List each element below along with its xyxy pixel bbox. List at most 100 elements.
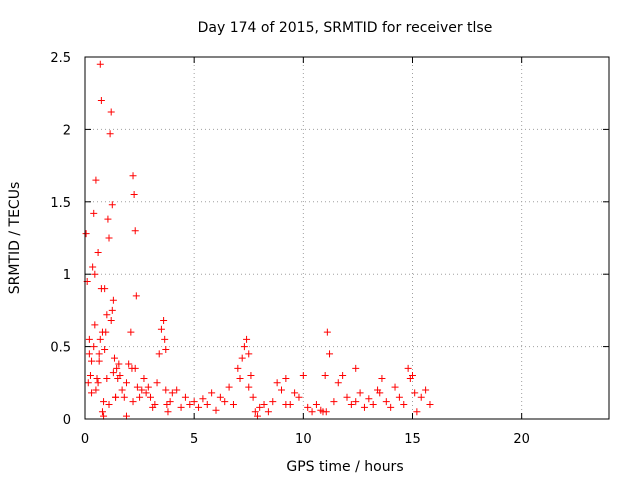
data-point-marker	[190, 398, 198, 406]
data-point-marker	[334, 379, 342, 387]
y-tick-label: 1.5	[50, 196, 71, 211]
chart-title: Day 174 of 2015, SRMTID for receiver tls…	[198, 20, 493, 36]
data-point-marker	[94, 248, 102, 256]
data-point-marker	[312, 401, 320, 409]
data-point-marker	[130, 191, 138, 199]
data-point-marker	[96, 335, 104, 343]
data-point-marker	[98, 328, 106, 336]
y-tick-label: 2.5	[50, 51, 71, 66]
y-axis-title: SRMTID / TECUs	[7, 182, 23, 295]
data-point-marker	[229, 401, 237, 409]
data-point-marker	[105, 401, 113, 409]
data-point-marker	[264, 408, 272, 416]
data-point-marker	[110, 354, 118, 362]
data-point-marker	[253, 412, 261, 420]
data-point-marker	[157, 325, 165, 333]
data-point-marker	[199, 395, 207, 403]
data-point-marker	[251, 408, 259, 416]
data-point-marker	[186, 401, 194, 409]
data-point-marker	[295, 393, 303, 401]
data-point-marker	[282, 374, 290, 382]
data-point-marker	[330, 398, 338, 406]
data-point-marker	[376, 389, 384, 397]
data-point-marker	[387, 403, 395, 411]
data-point-marker	[256, 403, 264, 411]
data-point-marker	[378, 374, 386, 382]
data-point-marker	[240, 343, 248, 351]
data-point-marker	[234, 364, 242, 372]
data-point-marker	[120, 393, 128, 401]
data-point-marker	[269, 398, 277, 406]
data-point-marker	[225, 383, 233, 391]
data-point-marker	[326, 350, 334, 358]
data-point-marker	[115, 360, 123, 368]
data-point-marker	[308, 408, 316, 416]
data-point-marker	[236, 374, 244, 382]
data-point-marker	[369, 401, 377, 409]
x-tick-label: 20	[513, 432, 530, 447]
data-point-marker	[245, 350, 253, 358]
data-point-marker	[122, 379, 130, 387]
y-tick-label: 1	[63, 268, 71, 283]
data-point-marker	[216, 393, 224, 401]
data-point-marker	[109, 369, 117, 377]
data-point-marker	[82, 230, 90, 238]
plot-frame	[84, 56, 610, 420]
data-point-marker	[417, 393, 425, 401]
data-point-marker	[144, 383, 152, 391]
y-tick-label: 0.5	[50, 341, 71, 356]
data-point-marker	[92, 386, 100, 394]
data-point-marker	[162, 386, 170, 394]
data-point-marker	[131, 227, 139, 235]
data-point-marker	[360, 403, 368, 411]
data-point-marker	[101, 345, 109, 353]
data-point-marker	[339, 372, 347, 380]
data-point-marker	[125, 360, 133, 368]
data-point-marker	[138, 386, 146, 394]
data-point-marker	[352, 364, 360, 372]
data-point-marker	[88, 389, 96, 397]
data-point-marker	[128, 364, 136, 372]
data-point-marker	[168, 389, 176, 397]
data-point-marker	[208, 389, 216, 397]
data-point-marker	[106, 130, 114, 138]
data-point-marker	[127, 328, 135, 336]
data-point-marker	[422, 386, 430, 394]
data-point-marker	[97, 96, 105, 104]
data-point-marker	[181, 393, 189, 401]
data-point-marker	[96, 60, 104, 68]
x-tick-label: 0	[81, 432, 89, 447]
data-point-marker	[107, 108, 115, 116]
data-point-marker	[322, 408, 330, 416]
data-point-marker	[92, 176, 100, 184]
data-point-marker	[164, 408, 172, 416]
data-point-marker	[343, 393, 351, 401]
data-point-marker	[173, 386, 181, 394]
data-point-marker	[163, 401, 171, 409]
data-point-marker	[97, 285, 105, 293]
data-point-marker	[132, 292, 140, 300]
data-point-marker	[147, 393, 154, 401]
data-point-marker	[203, 401, 211, 409]
y-tick-label: 0	[63, 413, 71, 428]
data-point-marker	[136, 393, 144, 401]
data-point-marker	[413, 408, 421, 416]
data-point-marker	[86, 372, 94, 380]
data-point-marker	[116, 372, 124, 380]
data-point-marker	[195, 403, 203, 411]
data-point-marker	[243, 335, 251, 343]
data-point-marker	[112, 393, 120, 401]
data-point-marker	[105, 234, 113, 242]
data-point-marker	[95, 357, 103, 365]
data-point-marker	[166, 398, 174, 406]
data-point-marker	[160, 317, 168, 325]
data-point-marker	[100, 398, 108, 406]
data-point-marker	[260, 401, 268, 409]
axes: 0 5 10 15 20 0 0.5 1 1.5 2 2.5	[50, 51, 609, 447]
data-point-marker	[400, 401, 408, 409]
data-point-marker	[404, 364, 412, 372]
data-points	[82, 60, 434, 420]
data-point-marker	[238, 354, 246, 362]
data-point-marker	[391, 383, 399, 391]
